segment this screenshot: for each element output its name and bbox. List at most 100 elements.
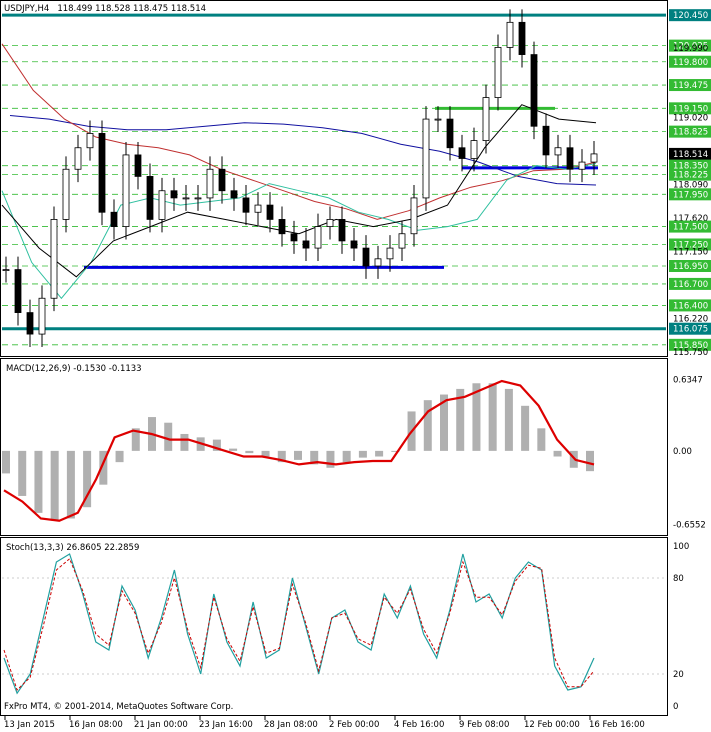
- macd-bar: [326, 450, 335, 468]
- candle-body: [290, 233, 298, 242]
- macd-axis: 0.6347 0.00 -0.6552: [673, 375, 706, 530]
- price-label-bg: [669, 102, 711, 115]
- price-label: 115.750: [673, 348, 708, 358]
- candle-body: [302, 240, 310, 249]
- candle-body: [566, 147, 574, 170]
- stoch-grid: [2, 577, 666, 675]
- macd-bar: [391, 450, 400, 452]
- macd-bar: [440, 394, 448, 451]
- macd-title: MACD(12,26,9) -0.1530 -0.1133: [6, 364, 142, 374]
- candle-body: [434, 118, 442, 121]
- macd-bar: [99, 450, 108, 485]
- candle-body: [14, 269, 22, 313]
- candle-body: [74, 147, 82, 170]
- price-label: 119.990: [673, 44, 708, 54]
- price-label: 117.620: [673, 214, 708, 224]
- x-tick-label: 9 Feb 08:00: [459, 720, 509, 730]
- candle-body: [446, 118, 454, 149]
- price-label: 118.514: [673, 150, 708, 160]
- macd-bar: [521, 405, 530, 451]
- candle-body: [38, 297, 46, 335]
- macd-bar: [180, 433, 189, 451]
- stoch-axis-label: 80: [673, 574, 684, 584]
- x-tick-label: 16 Feb 16:00: [589, 720, 645, 730]
- price-label: 115.850: [673, 341, 708, 351]
- candle-body: [98, 133, 106, 213]
- price-label: 119.475: [673, 81, 708, 91]
- macd-bar: [34, 450, 43, 513]
- price-pane: [0, 0, 668, 357]
- candle-body: [266, 204, 274, 220]
- stoch-signal-line: [3, 557, 595, 691]
- candle-body: [278, 219, 286, 235]
- price-levels: [2, 13, 666, 331]
- ma-line: [1, 163, 597, 300]
- candle-body: [182, 197, 190, 200]
- candle-body: [554, 147, 562, 156]
- macd-bar: [358, 450, 367, 458]
- macd-bar: [50, 450, 59, 521]
- price-label: 117.950: [673, 190, 708, 200]
- price-label: 118.090: [673, 180, 708, 190]
- x-tick-label: 28 Jan 08:00: [264, 720, 318, 730]
- macd-bar: [472, 383, 481, 451]
- ma-line: [9, 115, 597, 186]
- price-label: 116.400: [673, 301, 708, 311]
- macd-bar: [229, 448, 238, 451]
- price-label-bg: [669, 277, 711, 290]
- candle-body: [206, 168, 214, 199]
- candle-body: [518, 21, 526, 55]
- macd-bar: [2, 450, 10, 474]
- candle-body: [542, 125, 550, 156]
- price-label-bg: [669, 322, 711, 335]
- macd-bar: [277, 450, 286, 463]
- candle-body: [422, 118, 430, 199]
- candle-body: [326, 219, 334, 227]
- candle-body: [350, 240, 358, 249]
- price-label-bg: [669, 260, 711, 272]
- stoch-axis-label: 100: [673, 542, 689, 552]
- x-tick-label: 4 Feb 16:00: [394, 720, 444, 730]
- candle-body: [134, 154, 142, 177]
- candle-body: [494, 47, 502, 98]
- time-axis: 13 Jan 2015 16 Jan 08:00 21 Jan 00:00 23 Ja…: [4, 716, 645, 730]
- candle-body: [254, 204, 262, 213]
- macd-bar: [553, 450, 562, 457]
- macd-axis-label: -0.6552: [673, 521, 706, 531]
- candle-body: [374, 258, 382, 267]
- price-label-bg: [669, 168, 711, 181]
- price-label: 119.150: [673, 104, 708, 114]
- price-label-bg: [669, 125, 711, 138]
- macd-signal-path: [3, 379, 595, 522]
- candle-body: [194, 197, 202, 200]
- candle-body: [26, 312, 34, 335]
- x-tick-label: 23 Jan 16:00: [199, 720, 253, 730]
- macd-signal-line: [3, 379, 595, 522]
- price-label-bg: [669, 238, 711, 251]
- candle-body: [218, 168, 226, 192]
- price-label: 116.950: [673, 262, 708, 272]
- macd-axis-label: 0.6347: [673, 375, 703, 385]
- candles: [2, 9, 598, 347]
- macd-bar: [212, 439, 221, 451]
- copyright-footer: FxPro MT4, © 2001-2014, MetaQuotes Softw…: [4, 702, 233, 712]
- candle-body: [458, 147, 466, 159]
- macd-bar: [131, 428, 140, 451]
- price-label: 116.220: [673, 314, 708, 324]
- candle-body: [398, 233, 406, 249]
- price-label: 118.825: [673, 128, 708, 138]
- candle-body: [86, 133, 94, 149]
- macd-axis-label: 0.00: [673, 447, 692, 457]
- candle-body: [410, 197, 418, 235]
- candle-body: [2, 269, 10, 271]
- macd-bar: [18, 450, 27, 496]
- macd-bar: [456, 388, 465, 451]
- macd-bar: [504, 388, 513, 451]
- candle-body: [122, 154, 130, 227]
- candle-body: [362, 247, 370, 267]
- price-label: 117.150: [673, 248, 708, 258]
- price-label: 116.075: [673, 325, 708, 335]
- stoch-axis: 100 80 20 0: [673, 542, 689, 712]
